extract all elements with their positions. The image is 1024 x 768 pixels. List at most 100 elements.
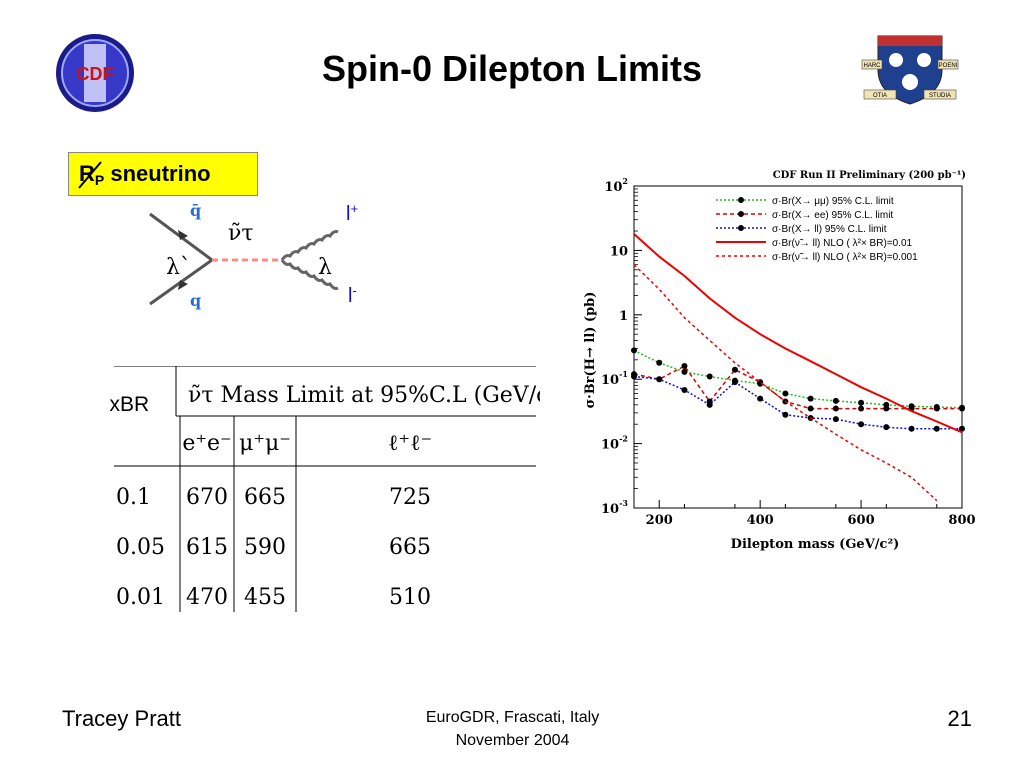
sneutrino-label: ν̃τ — [228, 221, 254, 246]
table-row: 0.1 670 665 725 — [116, 485, 431, 510]
series-1-point — [656, 359, 663, 366]
y-tick-label: 10-1 — [601, 369, 628, 388]
plot-frame — [633, 185, 963, 509]
x-axis-label: Dilepton mass (GeV/c²) — [731, 537, 900, 552]
x-tick-label: 800 — [948, 513, 975, 528]
row-ll: 510 — [389, 585, 431, 610]
series-2-point — [858, 405, 865, 412]
row-ee: 470 — [186, 585, 228, 610]
x-tick-label: 600 — [848, 513, 875, 528]
col-mumu: μ⁺μ⁻ — [239, 431, 291, 456]
series-2-point — [731, 366, 738, 373]
series-2-point — [681, 363, 688, 370]
y-tick-label: 10-2 — [601, 434, 628, 453]
page-number: 21 — [947, 706, 972, 731]
crest-text-2: POENI — [939, 63, 958, 69]
y-tick-label: 10-3 — [601, 498, 628, 517]
row-mumu: 455 — [244, 585, 286, 610]
row-ee: 670 — [186, 485, 228, 510]
series-3-point — [782, 411, 789, 418]
page-title: Spin-0 Dilepton Limits — [321, 48, 702, 89]
series-2-point — [933, 405, 940, 412]
row-header: λ²xBR — [110, 393, 149, 416]
legend-entry: σ·Br(ν̃→ ll) NLO ( λ²× BR)=0.01 — [772, 238, 913, 249]
series-2-point — [807, 405, 814, 412]
series-3-point — [883, 424, 890, 431]
antiquark-label: q̄ — [190, 201, 201, 220]
series-line-5 — [633, 264, 938, 502]
crest-text-4: STUDIA — [929, 93, 951, 99]
lepton-plus-line — [280, 230, 339, 261]
table-title: ν̃τ Mass Limit at 95%C.L (GeV/c²) — [188, 383, 540, 408]
series-3-point — [908, 425, 915, 432]
y-tick-label: 1 — [619, 309, 628, 324]
legend-marker — [738, 197, 744, 203]
series-2-point — [832, 405, 839, 412]
badge-text: sneutrino — [104, 161, 211, 186]
cdf-logo-text: CDF — [77, 64, 114, 84]
row-ll: 665 — [389, 535, 431, 560]
series-2-point — [883, 405, 890, 412]
series-line-2 — [633, 365, 962, 410]
y-axis-label: σ·Br(H→ ll) (pb) — [583, 292, 598, 409]
series-3-point — [933, 425, 940, 432]
series-1-point — [858, 399, 865, 406]
table-row: 0.01 470 455 510 — [116, 585, 431, 610]
col-ll: ℓ⁺ℓ⁻ — [388, 431, 432, 456]
y-tick-label: 10 — [610, 244, 628, 259]
series-3-point — [731, 379, 738, 386]
legend-entry: σ·Br(X→ μμ) 95% C.L. limit — [772, 196, 894, 207]
legend-entry: σ·Br(X→ ll) 95% C.L. limit — [772, 224, 887, 235]
row-ll: 725 — [389, 485, 431, 510]
limits-chart: CDF Run II Preliminary (200 pb⁻¹) 200 400… — [583, 170, 976, 552]
series-1-point — [631, 347, 637, 354]
lambda-label: λ — [318, 255, 332, 280]
mass-limit-table: λ²xBR ν̃τ Mass Limit at 95%C.L (GeV/c²) … — [110, 366, 540, 612]
footer-event-line2: November 2004 — [455, 732, 570, 749]
quark-label: q — [190, 291, 201, 310]
lepton-minus-line — [280, 259, 339, 290]
series-line-1 — [633, 349, 963, 409]
cdf-logo: CDF — [56, 34, 134, 112]
legend-marker — [738, 225, 744, 231]
crest-text-3: OTIA — [873, 93, 887, 99]
row-lambda: 0.01 — [116, 585, 165, 610]
legend-marker — [738, 211, 744, 217]
row-ee: 615 — [186, 535, 228, 560]
lambda-prime-label: λ` — [166, 255, 191, 280]
series-3-point — [757, 395, 764, 402]
x-tick-label: 400 — [747, 513, 774, 528]
series-3-point — [832, 416, 839, 423]
badge-r: R — [79, 161, 95, 186]
series-1-point — [807, 395, 814, 402]
slash-mark — [78, 161, 102, 189]
lepton-minus-label: l- — [348, 283, 357, 307]
series-line-4 — [633, 233, 963, 434]
series-2-point — [959, 405, 965, 412]
table-row: 0.05 615 590 665 — [116, 535, 431, 560]
series-line-3 — [633, 375, 962, 430]
series-1-point — [706, 373, 713, 380]
series-3-point — [631, 373, 637, 380]
chart-title: CDF Run II Preliminary (200 pb⁻¹) — [773, 170, 966, 181]
badge-sub: P — [94, 172, 105, 188]
university-crest: HARC POENI OTIA STUDIA — [861, 35, 959, 105]
col-ee: e⁺e⁻ — [182, 431, 231, 456]
lepton-plus-label: l+ — [346, 201, 358, 225]
legend-entry: σ·Br(X→ ee) 95% C.L. limit — [772, 210, 893, 221]
series-1-point — [782, 390, 789, 397]
x-tick-label: 200 — [646, 513, 673, 528]
row-mumu: 590 — [244, 535, 286, 560]
series-3-point — [706, 401, 713, 408]
footer-event: EuroGDR, Frascati, Italy November 2004 — [380, 706, 645, 752]
series-3-point — [656, 376, 663, 383]
y-tick-label: 102 — [604, 176, 628, 195]
footer-author: Tracey Pratt — [62, 706, 181, 731]
series-1-point — [832, 397, 839, 404]
row-lambda: 0.05 — [116, 535, 165, 560]
series-3-point — [858, 421, 865, 428]
row-mumu: 665 — [244, 485, 286, 510]
series-3-point — [681, 386, 688, 393]
crest-text-1: HARC — [863, 63, 881, 69]
feynman-diagram: q̄ q λ` ν̃τ λ l+ l- — [149, 201, 358, 310]
